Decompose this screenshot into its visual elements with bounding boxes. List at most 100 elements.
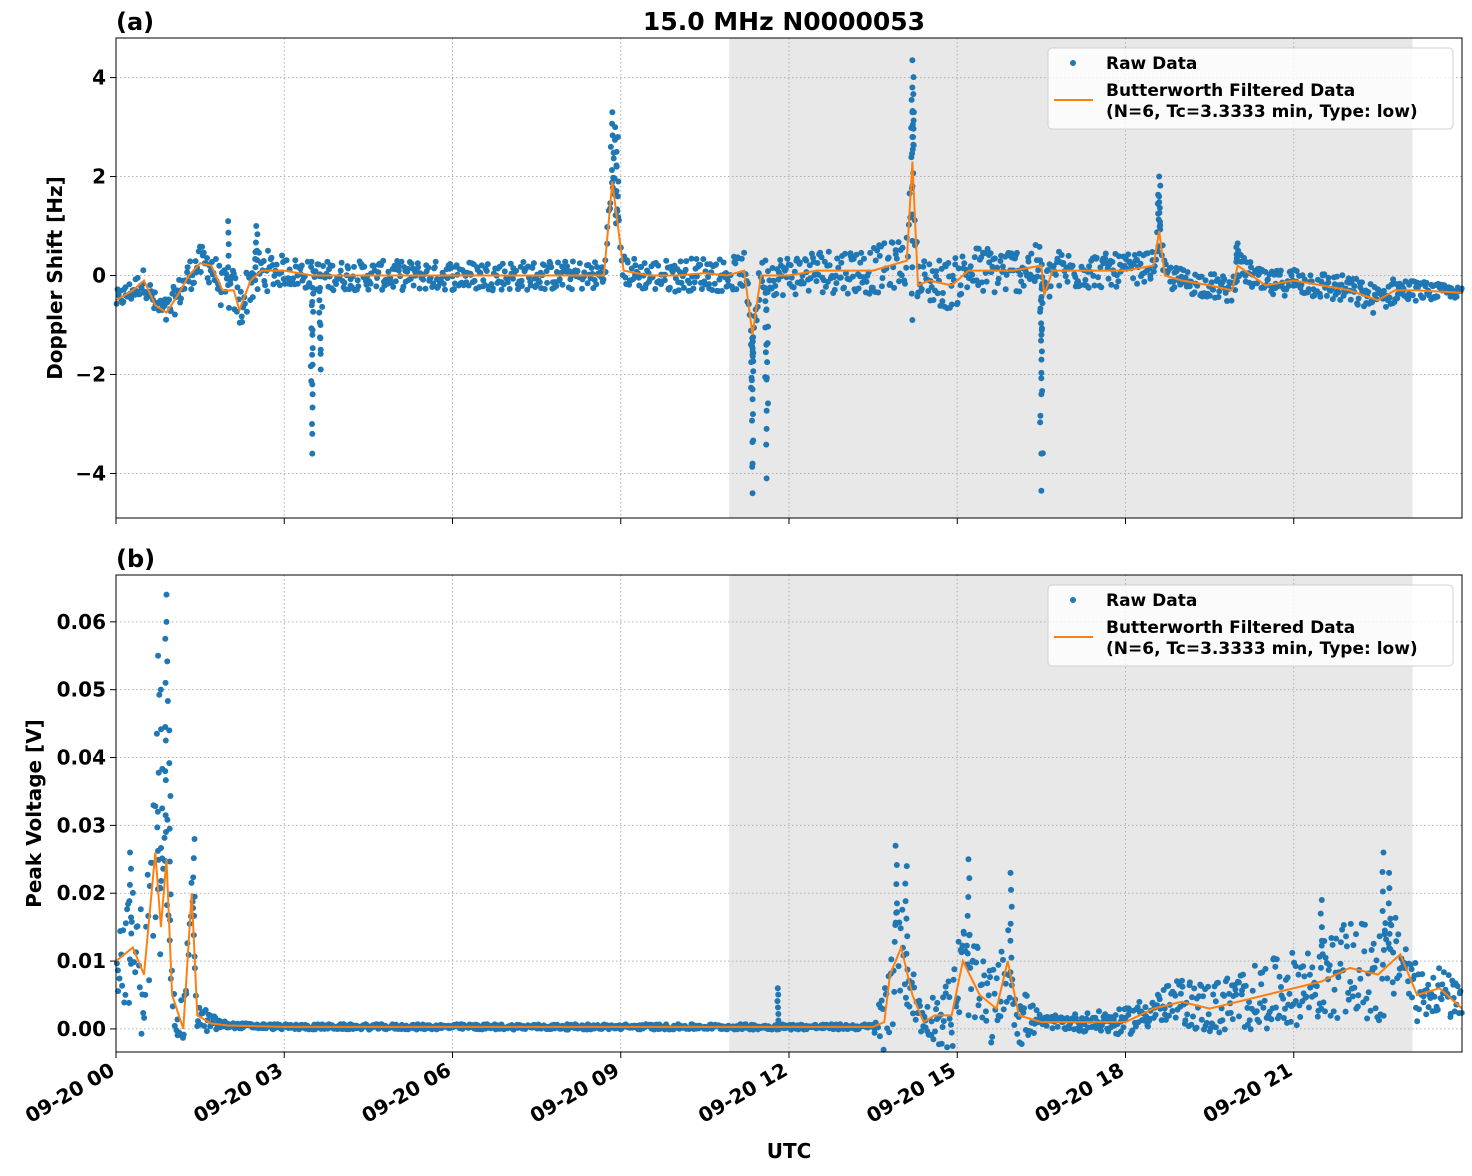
raw-data-point [1038, 326, 1045, 333]
raw-data-point [1257, 1000, 1263, 1007]
raw-data-point [965, 893, 972, 900]
raw-data-point [989, 1033, 996, 1040]
raw-data-point [946, 994, 953, 1001]
raw-data-point [127, 865, 134, 872]
raw-data-point [1056, 282, 1063, 289]
raw-data-point [1219, 1017, 1226, 1024]
raw-data-point [298, 262, 305, 269]
raw-data-point [813, 278, 820, 285]
raw-data-point [309, 351, 316, 358]
raw-data-point [1091, 282, 1098, 289]
raw-data-point [309, 430, 316, 437]
raw-data-point [1144, 250, 1151, 257]
raw-data-point [1246, 999, 1253, 1005]
raw-data-point [895, 239, 902, 246]
raw-data-point [1409, 292, 1416, 299]
raw-data-point [973, 959, 980, 966]
raw-data-point [1038, 331, 1045, 338]
raw-data-point [978, 279, 985, 286]
raw-data-point [178, 295, 184, 302]
raw-data-point [997, 1013, 1004, 1020]
raw-data-point [1086, 263, 1093, 270]
raw-data-point [1035, 267, 1042, 274]
panel-label: (a) [116, 8, 154, 36]
raw-data-point [1409, 994, 1415, 1001]
raw-data-point [1191, 289, 1198, 296]
raw-data-point [309, 450, 316, 457]
raw-data-point [958, 290, 965, 297]
raw-data-point [1284, 974, 1291, 981]
raw-data-point [529, 264, 536, 271]
raw-data-point [1318, 937, 1325, 944]
raw-data-point [661, 277, 668, 284]
y-tick-label: 0.00 [57, 1017, 106, 1041]
raw-data-point [990, 966, 997, 973]
raw-data-point [1380, 947, 1387, 954]
raw-data-point [1189, 994, 1195, 1001]
raw-data-point [1263, 1025, 1270, 1032]
raw-data-point [1295, 971, 1302, 978]
raw-data-point [1287, 1018, 1294, 1025]
raw-data-point [190, 874, 197, 881]
raw-data-point [991, 255, 998, 262]
raw-data-point [1330, 1008, 1337, 1015]
raw-data-point [924, 1003, 931, 1010]
raw-data-point [253, 247, 260, 254]
raw-data-point [1383, 303, 1389, 310]
raw-data-point [574, 268, 581, 275]
raw-data-point [902, 280, 908, 287]
raw-data-point [1337, 296, 1344, 303]
raw-data-point [180, 1031, 187, 1038]
raw-data-point [1317, 910, 1324, 917]
raw-data-point [1379, 869, 1386, 876]
raw-data-point [985, 992, 992, 999]
raw-data-point [544, 279, 551, 286]
raw-data-point [1419, 971, 1426, 978]
raw-data-point [1212, 998, 1219, 1005]
raw-data-point [152, 803, 159, 810]
raw-data-point [1125, 251, 1132, 258]
raw-data-point [252, 264, 259, 271]
raw-data-point [518, 283, 525, 289]
raw-data-point [1359, 279, 1365, 286]
raw-data-point [316, 309, 323, 316]
raw-data-point [1373, 957, 1380, 964]
raw-data-point [1129, 1027, 1136, 1034]
raw-data-point [518, 277, 525, 284]
raw-data-point [693, 256, 700, 262]
raw-data-point [954, 299, 961, 306]
raw-data-point [1379, 908, 1386, 915]
raw-data-point [677, 258, 684, 265]
raw-data-point [197, 269, 204, 275]
raw-data-point [405, 265, 411, 272]
raw-data-point [1342, 1008, 1349, 1015]
raw-data-point [918, 1028, 925, 1035]
raw-data-point [635, 274, 642, 281]
raw-data-point [319, 303, 326, 310]
legend-box [1047, 584, 1454, 667]
raw-data-point [981, 972, 988, 979]
raw-data-point [1351, 283, 1358, 290]
raw-data-point [1293, 1022, 1300, 1029]
raw-data-point [192, 258, 199, 265]
raw-data-point [1150, 268, 1157, 275]
raw-data-point [1249, 987, 1256, 994]
raw-data-point [1031, 278, 1038, 285]
raw-data-point [144, 871, 151, 878]
raw-data-point [163, 591, 170, 598]
raw-data-point [796, 259, 803, 266]
raw-data-point [124, 906, 131, 913]
raw-data-point [191, 279, 197, 286]
raw-data-point [1116, 1006, 1123, 1013]
raw-data-point [166, 825, 173, 832]
raw-data-point [1388, 281, 1395, 288]
raw-data-point [1050, 263, 1057, 269]
raw-data-point [1096, 1008, 1102, 1015]
raw-data-point [201, 1023, 208, 1029]
raw-data-point [1028, 250, 1035, 257]
raw-data-point [929, 994, 936, 1001]
raw-data-point [886, 1029, 893, 1036]
raw-data-point [190, 855, 197, 862]
raw-data-point [690, 285, 697, 292]
